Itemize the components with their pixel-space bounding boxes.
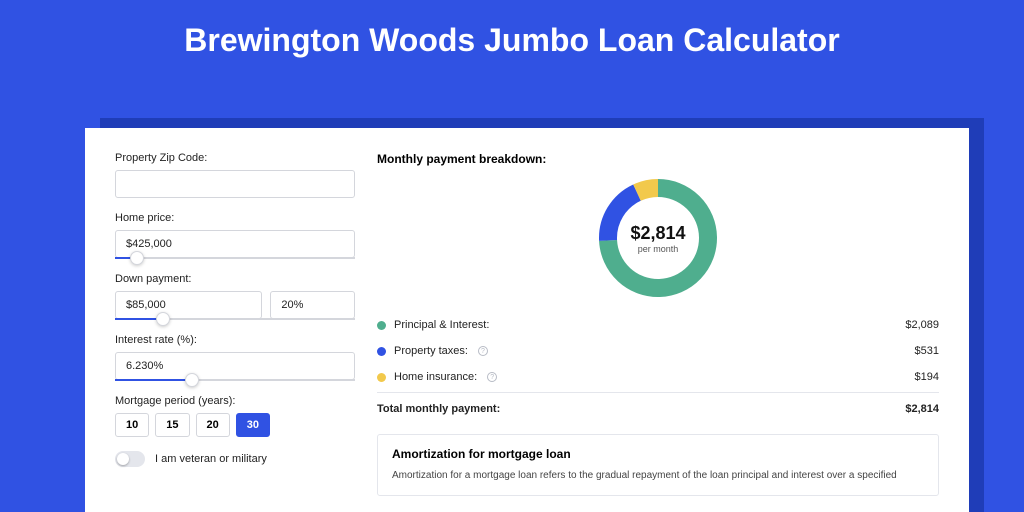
legend-dot — [377, 347, 386, 356]
legend-label: Property taxes: — [394, 345, 468, 357]
zip-field: Property Zip Code: — [115, 152, 355, 198]
info-icon[interactable]: ? — [478, 346, 488, 356]
total-row: Total monthly payment: $2,814 — [377, 392, 939, 422]
home-price-label: Home price: — [115, 212, 355, 224]
payment-donut-chart: $2,814 per month — [594, 174, 722, 302]
zip-input[interactable] — [115, 170, 355, 198]
info-icon[interactable]: ? — [487, 372, 497, 382]
breakdown-title: Monthly payment breakdown: — [377, 152, 939, 166]
toggle-knob — [117, 453, 129, 465]
calculator-card: Property Zip Code: Home price: Down paym… — [85, 128, 969, 512]
legend-dot — [377, 373, 386, 382]
interest-rate-label: Interest rate (%): — [115, 334, 355, 346]
donut-sub: per month — [638, 244, 679, 254]
breakdown-column: Monthly payment breakdown: $2,814 per mo… — [377, 152, 939, 494]
amortization-title: Amortization for mortgage loan — [392, 447, 924, 461]
total-value: $2,814 — [905, 403, 939, 415]
down-payment-pct-input[interactable] — [270, 291, 355, 319]
veteran-row: I am veteran or military — [115, 451, 355, 467]
home-price-field: Home price: — [115, 212, 355, 259]
slider-handle[interactable] — [185, 373, 199, 387]
legend-row: Property taxes:? $531 — [377, 338, 939, 364]
amortization-text: Amortization for a mortgage loan refers … — [392, 469, 924, 483]
legend-label: Principal & Interest: — [394, 319, 489, 331]
down-payment-input[interactable] — [115, 291, 262, 319]
slider-fill — [115, 379, 192, 381]
down-payment-label: Down payment: — [115, 273, 355, 285]
interest-rate-input[interactable] — [115, 352, 355, 380]
period-options: 1015 2030 — [115, 413, 355, 437]
donut-amount: $2,814 — [630, 223, 685, 244]
veteran-toggle[interactable] — [115, 451, 145, 467]
donut-wrap: $2,814 per month — [377, 170, 939, 312]
home-price-input[interactable] — [115, 230, 355, 258]
form-column: Property Zip Code: Home price: Down paym… — [115, 152, 355, 494]
home-price-slider[interactable] — [115, 257, 355, 259]
interest-rate-slider[interactable] — [115, 379, 355, 381]
period-button-15[interactable]: 15 — [155, 413, 189, 437]
slider-handle[interactable] — [130, 251, 144, 265]
legend-value: $194 — [915, 371, 939, 383]
interest-rate-field: Interest rate (%): — [115, 334, 355, 381]
legend-label: Home insurance: — [394, 371, 477, 383]
donut-center: $2,814 per month — [594, 174, 722, 302]
page-title: Brewington Woods Jumbo Loan Calculator — [0, 0, 1024, 75]
legend-row: Home insurance:? $194 — [377, 364, 939, 390]
legend: Principal & Interest: $2,089 Property taxe… — [377, 312, 939, 390]
mortgage-period-field: Mortgage period (years): 1015 2030 — [115, 395, 355, 437]
legend-value: $2,089 — [905, 319, 939, 331]
total-label: Total monthly payment: — [377, 403, 500, 415]
mortgage-period-label: Mortgage period (years): — [115, 395, 355, 407]
legend-value: $531 — [915, 345, 939, 357]
zip-label: Property Zip Code: — [115, 152, 355, 164]
amortization-card: Amortization for mortgage loan Amortizat… — [377, 434, 939, 496]
veteran-label: I am veteran or military — [155, 453, 267, 465]
slider-handle[interactable] — [156, 312, 170, 326]
down-payment-field: Down payment: — [115, 273, 355, 320]
down-payment-slider[interactable] — [115, 318, 355, 320]
period-button-10[interactable]: 10 — [115, 413, 149, 437]
period-button-20[interactable]: 20 — [196, 413, 230, 437]
period-button-30[interactable]: 30 — [236, 413, 270, 437]
legend-row: Principal & Interest: $2,089 — [377, 312, 939, 338]
legend-dot — [377, 321, 386, 330]
